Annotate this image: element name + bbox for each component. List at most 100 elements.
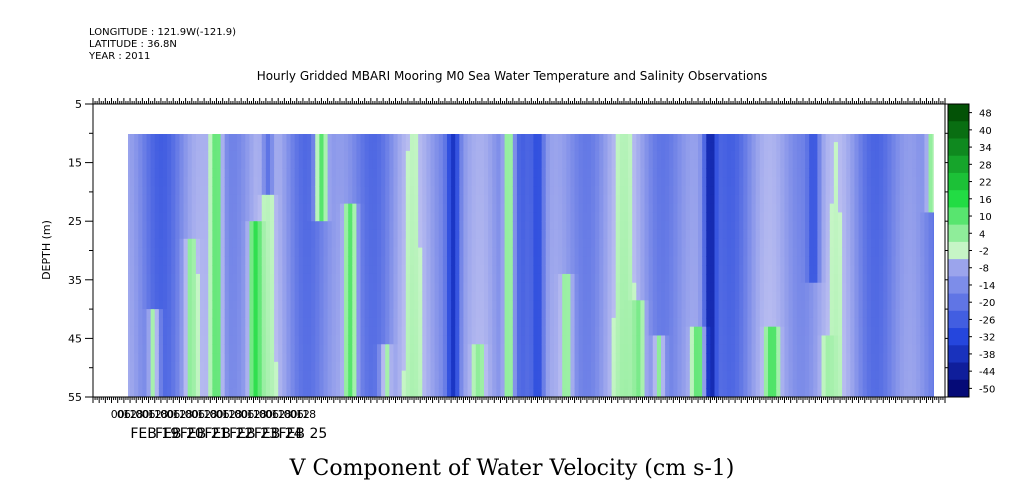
heatmap-cell — [467, 265, 473, 275]
heatmap-cell — [130, 134, 135, 143]
heatmap-cell — [685, 344, 691, 354]
heatmap-cell — [702, 388, 707, 397]
heatmap-cell — [644, 238, 650, 249]
heatmap-cell — [504, 238, 510, 249]
heatmap-cell — [438, 194, 444, 205]
heatmap-cell — [582, 335, 588, 345]
heatmap-cell — [661, 282, 666, 293]
heatmap-cell — [414, 379, 419, 389]
heatmap-cell — [319, 142, 325, 152]
heatmap-cell — [339, 265, 345, 275]
heatmap-cell — [673, 300, 679, 310]
heatmap-cell — [537, 142, 543, 152]
heatmap-cell — [500, 168, 506, 178]
heatmap-cell — [784, 203, 790, 214]
heatmap-cell — [656, 291, 662, 301]
heatmap-cell — [286, 186, 292, 196]
heatmap-cell — [504, 194, 510, 205]
heatmap-cell — [759, 379, 765, 389]
heatmap-cell — [500, 212, 506, 222]
heatmap-cell — [134, 221, 139, 231]
heatmap-cell — [232, 134, 238, 143]
heatmap-cell — [549, 388, 555, 397]
heatmap-cell — [669, 326, 674, 337]
heatmap-cell — [430, 203, 436, 214]
heatmap-cell — [426, 273, 432, 284]
heatmap-cell — [134, 150, 139, 161]
heatmap-cell — [558, 335, 563, 345]
heatmap-cell — [265, 194, 271, 205]
heatmap-cell — [508, 273, 514, 284]
heatmap-cell — [537, 247, 543, 257]
heatmap-cell — [652, 309, 658, 319]
heatmap-cell — [772, 229, 777, 240]
heatmap-cell — [558, 300, 563, 310]
heatmap-cell — [640, 317, 646, 328]
heatmap-cell — [265, 238, 271, 249]
heatmap-cell — [722, 353, 728, 363]
heatmap-cell — [768, 265, 773, 275]
heatmap-cell — [232, 379, 238, 389]
heatmap-cell — [628, 177, 633, 187]
heatmap-cell — [455, 221, 460, 231]
heatmap-cell — [516, 168, 522, 178]
heatmap-cell — [488, 326, 493, 337]
heatmap-cell — [438, 388, 444, 397]
heatmap-cell — [162, 229, 168, 240]
heatmap-cell — [405, 326, 411, 337]
heatmap-cell — [529, 159, 535, 170]
heatmap-cell — [286, 168, 292, 178]
heatmap-cell — [763, 159, 769, 170]
heatmap-cell — [792, 265, 798, 275]
heatmap-cell — [475, 353, 481, 363]
heatmap-cell — [319, 309, 325, 319]
heatmap-cell — [743, 212, 749, 222]
heatmap-cell — [187, 194, 193, 205]
heatmap-cell — [636, 150, 642, 161]
heatmap-cell — [290, 186, 296, 196]
heatmap-cell — [553, 309, 559, 319]
heatmap-cell — [739, 212, 744, 222]
heatmap-cell — [183, 265, 189, 275]
heatmap-cell — [130, 300, 135, 310]
heatmap-cell — [689, 326, 695, 337]
heatmap-cell — [730, 265, 736, 275]
heatmap-cell — [146, 300, 152, 310]
heatmap-cell — [232, 361, 238, 372]
heatmap-cell — [393, 221, 399, 231]
heatmap-cell — [352, 309, 358, 319]
heatmap-cell — [549, 265, 555, 275]
heatmap-cell — [389, 379, 395, 389]
heatmap-cell — [426, 370, 432, 381]
heatmap-cell — [763, 265, 769, 275]
heatmap-cell — [747, 150, 753, 161]
heatmap-cell — [591, 326, 596, 337]
heatmap-cell — [463, 229, 469, 240]
heatmap-cell — [529, 203, 535, 214]
heatmap-cell — [508, 353, 514, 363]
heatmap-cell — [710, 238, 716, 249]
heatmap-cell — [665, 291, 670, 301]
heatmap-cell — [298, 194, 304, 205]
heatmap-cell — [623, 238, 629, 249]
heatmap-cell — [311, 203, 316, 214]
heatmap-cell — [730, 194, 736, 205]
heatmap-cell — [586, 273, 592, 284]
heatmap-cell — [315, 150, 320, 161]
heatmap-cell — [455, 361, 460, 372]
heatmap-cell — [360, 134, 366, 143]
heatmap-cell — [652, 317, 658, 328]
heatmap-cell — [611, 159, 617, 170]
heatmap-cell — [167, 265, 172, 275]
heatmap-cell — [739, 142, 744, 152]
heatmap-cell — [253, 150, 259, 161]
heatmap-cell — [562, 194, 567, 205]
heatmap-cell — [722, 273, 728, 284]
heatmap-cell — [319, 335, 325, 345]
heatmap-cell — [274, 212, 279, 222]
heatmap-cell — [619, 247, 625, 257]
heatmap-cell — [558, 159, 563, 170]
heatmap-cell — [426, 229, 432, 240]
heatmap-cell — [319, 194, 325, 205]
heatmap-cell — [611, 361, 617, 372]
